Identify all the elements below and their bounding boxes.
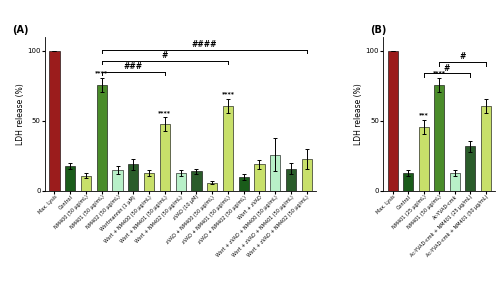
Bar [286,168,296,191]
Bar [81,176,91,191]
Bar [192,171,202,191]
Text: ***: *** [419,112,428,117]
Bar [254,164,264,191]
Bar [388,51,398,191]
Bar [160,124,170,191]
Bar [465,146,475,191]
Text: #: # [444,64,450,73]
Y-axis label: LDH release (%): LDH release (%) [16,83,24,145]
Bar [96,85,107,191]
Bar [302,159,312,191]
Text: ####: #### [192,40,217,49]
Text: ****: **** [96,71,108,75]
Bar [65,166,76,191]
Bar [128,164,138,191]
Text: ****: **** [222,91,234,96]
Bar [450,173,460,191]
Bar [480,106,490,191]
Y-axis label: LDH release (%): LDH release (%) [354,83,363,145]
Text: ###: ### [124,62,143,71]
Bar [50,51,59,191]
Text: ****: **** [432,71,446,75]
Bar [434,85,444,191]
Bar [403,173,413,191]
Text: (A): (A) [12,25,29,34]
Bar [238,177,249,191]
Bar [112,170,122,191]
Bar [176,173,186,191]
Text: (B): (B) [370,25,386,34]
Bar [144,173,154,191]
Text: ****: **** [158,110,172,115]
Bar [270,155,280,191]
Bar [223,106,233,191]
Text: #: # [459,52,466,62]
Bar [207,183,218,191]
Bar [418,127,428,191]
Text: #: # [162,51,168,60]
